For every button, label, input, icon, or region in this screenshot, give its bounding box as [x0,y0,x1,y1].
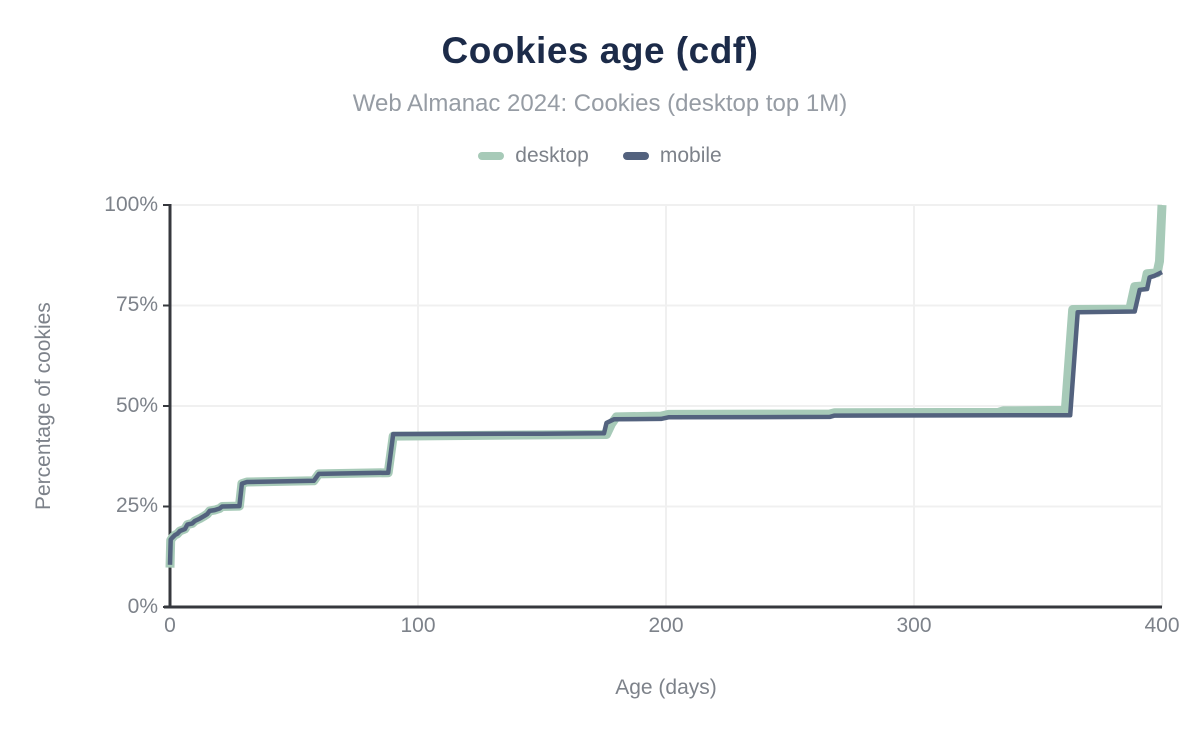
x-axis-title: Age (days) [615,676,717,699]
legend-label-desktop: desktop [515,144,589,167]
chart-subtitle: Web Almanac 2024: Cookies (desktop top 1… [352,90,848,117]
x-tick-label-200: 200 [648,614,684,637]
x-tick-label-300: 300 [896,614,932,637]
y-tick-label-0: 0% [127,595,158,618]
y-tick-label-25: 25% [115,494,158,517]
x-tick-label-400: 400 [1144,614,1180,637]
desktop-series-swatch-icon [478,152,505,160]
x-tick-label-100: 100 [400,614,436,637]
y-axis-title: Percentage of cookies [32,302,55,510]
mobile-series-swatch-icon [622,152,649,160]
y-tick-label-50: 50% [115,394,158,417]
series-line-mobile [167,270,1164,565]
chart-legend: desktop mobile [0,144,1200,168]
y-tick-label-100: 100% [104,193,158,216]
y-tick-label-75: 75% [115,293,158,316]
legend-item-mobile[interactable]: mobile [622,144,722,168]
chart-title: Cookies age (cdf) [441,30,759,71]
x-tick-label-0: 0 [164,614,176,637]
legend-item-desktop[interactable]: desktop [478,144,589,168]
legend-label-mobile: mobile [659,144,722,167]
